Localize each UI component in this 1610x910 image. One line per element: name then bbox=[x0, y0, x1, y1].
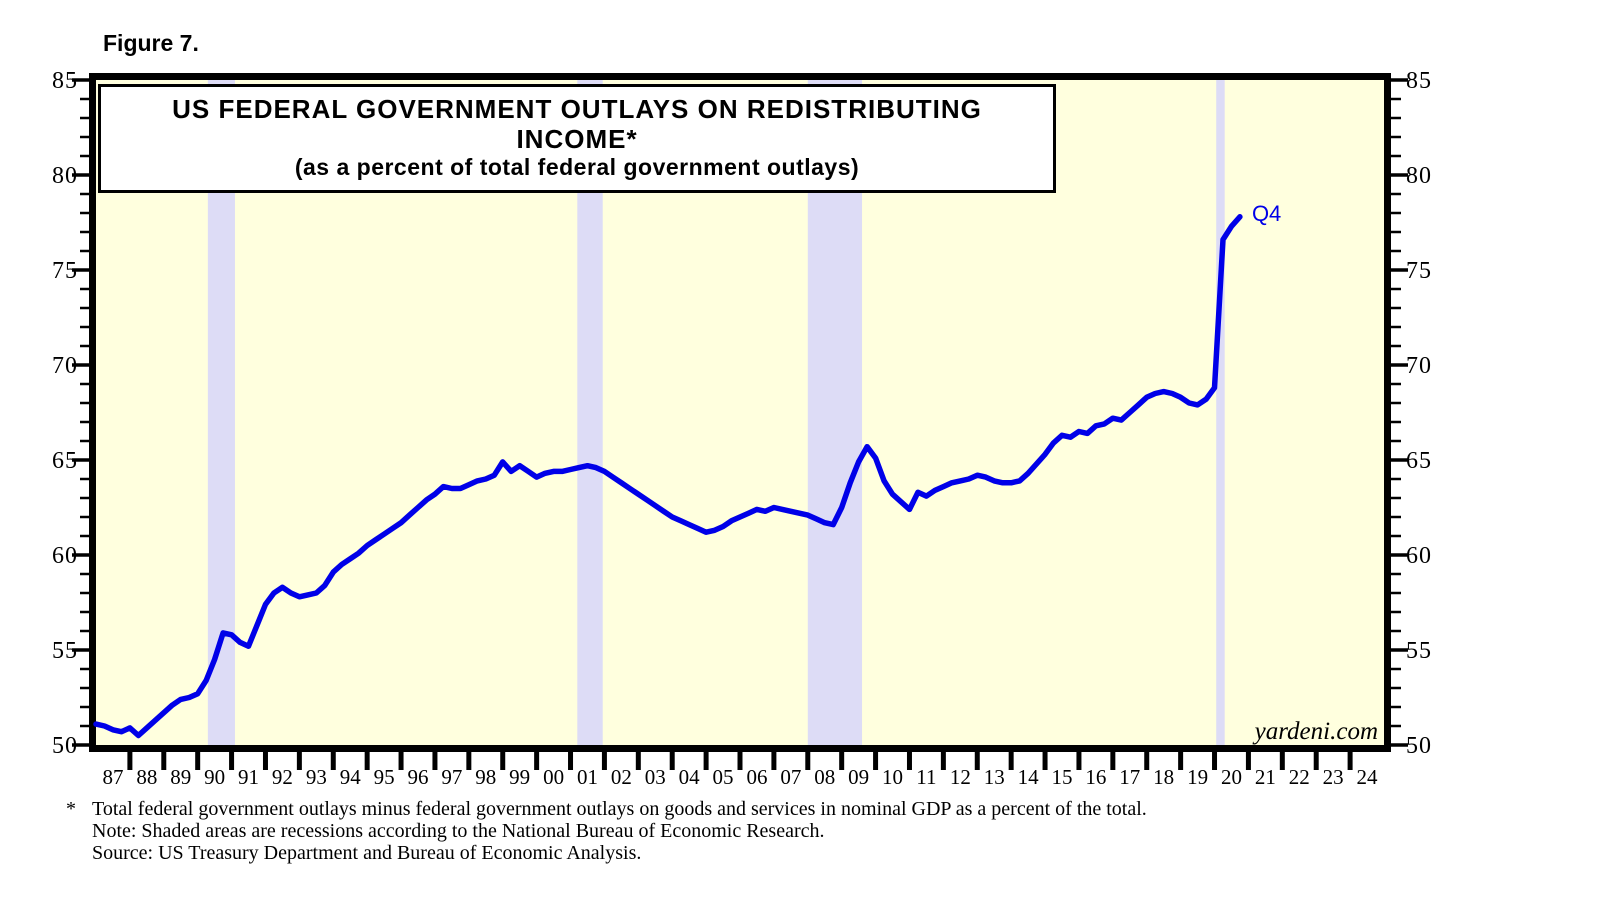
footnote-source: Source: US Treasury Department and Burea… bbox=[66, 842, 1147, 864]
y-axis-label-right: 70 bbox=[1406, 353, 1432, 379]
recession-band bbox=[1216, 80, 1225, 745]
y-axis-label-right: 55 bbox=[1406, 638, 1432, 664]
axis-ticks bbox=[72, 78, 1408, 770]
y-axis-label-left: 75 bbox=[52, 258, 78, 284]
watermark: yardeni.com bbox=[1252, 718, 1378, 745]
x-axis-label: 16 bbox=[1085, 765, 1106, 789]
footnote-asterisk: * bbox=[66, 798, 76, 820]
figure-label: Figure 7. bbox=[103, 30, 199, 56]
x-axis-label: 14 bbox=[1018, 765, 1040, 789]
footnote-source-text: Source: US Treasury Department and Burea… bbox=[92, 842, 642, 864]
x-axis-label: 11 bbox=[916, 765, 936, 789]
x-axis-label: 09 bbox=[848, 765, 869, 789]
x-axis-label: 18 bbox=[1153, 765, 1174, 789]
x-axis-label: 92 bbox=[272, 765, 293, 789]
y-axis-label-right: 50 bbox=[1406, 733, 1432, 759]
y-axis-label-left: 85 bbox=[52, 68, 78, 94]
x-axis-label: 03 bbox=[645, 765, 666, 789]
x-axis-label: 02 bbox=[611, 765, 632, 789]
plot-frame bbox=[89, 73, 1391, 752]
y-axis-label-left: 70 bbox=[52, 353, 78, 379]
x-axis-label: 00 bbox=[543, 765, 564, 789]
x-axis-label: 06 bbox=[746, 765, 767, 789]
x-axis-label: 87 bbox=[102, 765, 123, 789]
x-axis-labels: 87 88 89 90 91 92 93 94 95 96 97 98 99 00 01 02 03 04 05 06… bbox=[102, 765, 1378, 789]
x-axis-label: 89 bbox=[170, 765, 191, 789]
chart-title: US FEDERAL GOVERNMENT OUTLAYS ON REDISTR… bbox=[172, 94, 982, 154]
x-axis-label: 15 bbox=[1052, 765, 1073, 789]
x-axis-label: 97 bbox=[441, 765, 462, 789]
x-axis-label: 93 bbox=[306, 765, 327, 789]
x-axis-label: 04 bbox=[679, 765, 701, 789]
end-point-label: Q4 bbox=[1252, 201, 1281, 226]
chart-subtitle: (as a percent of total federal governmen… bbox=[294, 154, 860, 180]
footnotes: * Total federal government outlays minus… bbox=[66, 798, 1147, 864]
y-axis-label-left: 80 bbox=[52, 163, 78, 189]
footnote-spacer-2 bbox=[66, 842, 92, 864]
x-axis-label: 19 bbox=[1187, 765, 1208, 789]
x-axis-label: 90 bbox=[204, 765, 225, 789]
x-axis-label: 98 bbox=[475, 765, 496, 789]
y-axis-label-right: 60 bbox=[1406, 543, 1432, 569]
x-axis-label: 24 bbox=[1357, 765, 1379, 789]
y-axis-label-left: 50 bbox=[52, 733, 78, 759]
x-axis-label: 21 bbox=[1255, 765, 1276, 789]
footnote-note: Note: Shaded areas are recessions accord… bbox=[66, 820, 1147, 842]
x-axis-label: 95 bbox=[374, 765, 395, 789]
x-axis-label: 91 bbox=[238, 765, 259, 789]
y-axis-label-right: 80 bbox=[1406, 163, 1432, 189]
x-axis-label: 22 bbox=[1289, 765, 1310, 789]
x-axis-label: 12 bbox=[950, 765, 971, 789]
footnote-spacer-1 bbox=[66, 820, 92, 842]
footnote-definition-text: Total federal government outlays minus f… bbox=[92, 798, 1147, 820]
y-axis-label-left: 60 bbox=[52, 543, 78, 569]
y-axis-label-right: 75 bbox=[1406, 258, 1432, 284]
y-axis-label-right: 65 bbox=[1406, 448, 1432, 474]
x-axis-label: 88 bbox=[136, 765, 157, 789]
x-axis-label: 94 bbox=[340, 765, 362, 789]
y-axis-labels: 50 50 55 55 60 60 65 65 70 70 75 75 80 80 85 85 bbox=[52, 68, 1432, 759]
y-axis-label-right: 85 bbox=[1406, 68, 1432, 94]
x-axis-label: 05 bbox=[713, 765, 734, 789]
x-axis-label: 10 bbox=[882, 765, 903, 789]
x-axis-label: 07 bbox=[780, 765, 801, 789]
data-line bbox=[93, 214, 1243, 739]
x-axis-label: 20 bbox=[1221, 765, 1242, 789]
footnote-note-text: Note: Shaded areas are recessions accord… bbox=[92, 820, 825, 842]
y-axis-label-left: 55 bbox=[52, 638, 78, 664]
footnote-definition: * Total federal government outlays minus… bbox=[66, 798, 1147, 820]
y-axis-label-left: 65 bbox=[52, 448, 78, 474]
x-axis-label: 23 bbox=[1323, 765, 1344, 789]
chart-title-box: US FEDERAL GOVERNMENT OUTLAYS ON REDISTR… bbox=[98, 84, 1056, 193]
x-axis-label: 17 bbox=[1119, 765, 1140, 789]
x-axis-label: 08 bbox=[814, 765, 835, 789]
x-axis-label: 01 bbox=[577, 765, 598, 789]
x-axis-label: 99 bbox=[509, 765, 530, 789]
x-axis-label: 96 bbox=[408, 765, 429, 789]
x-axis-label: 13 bbox=[984, 765, 1005, 789]
